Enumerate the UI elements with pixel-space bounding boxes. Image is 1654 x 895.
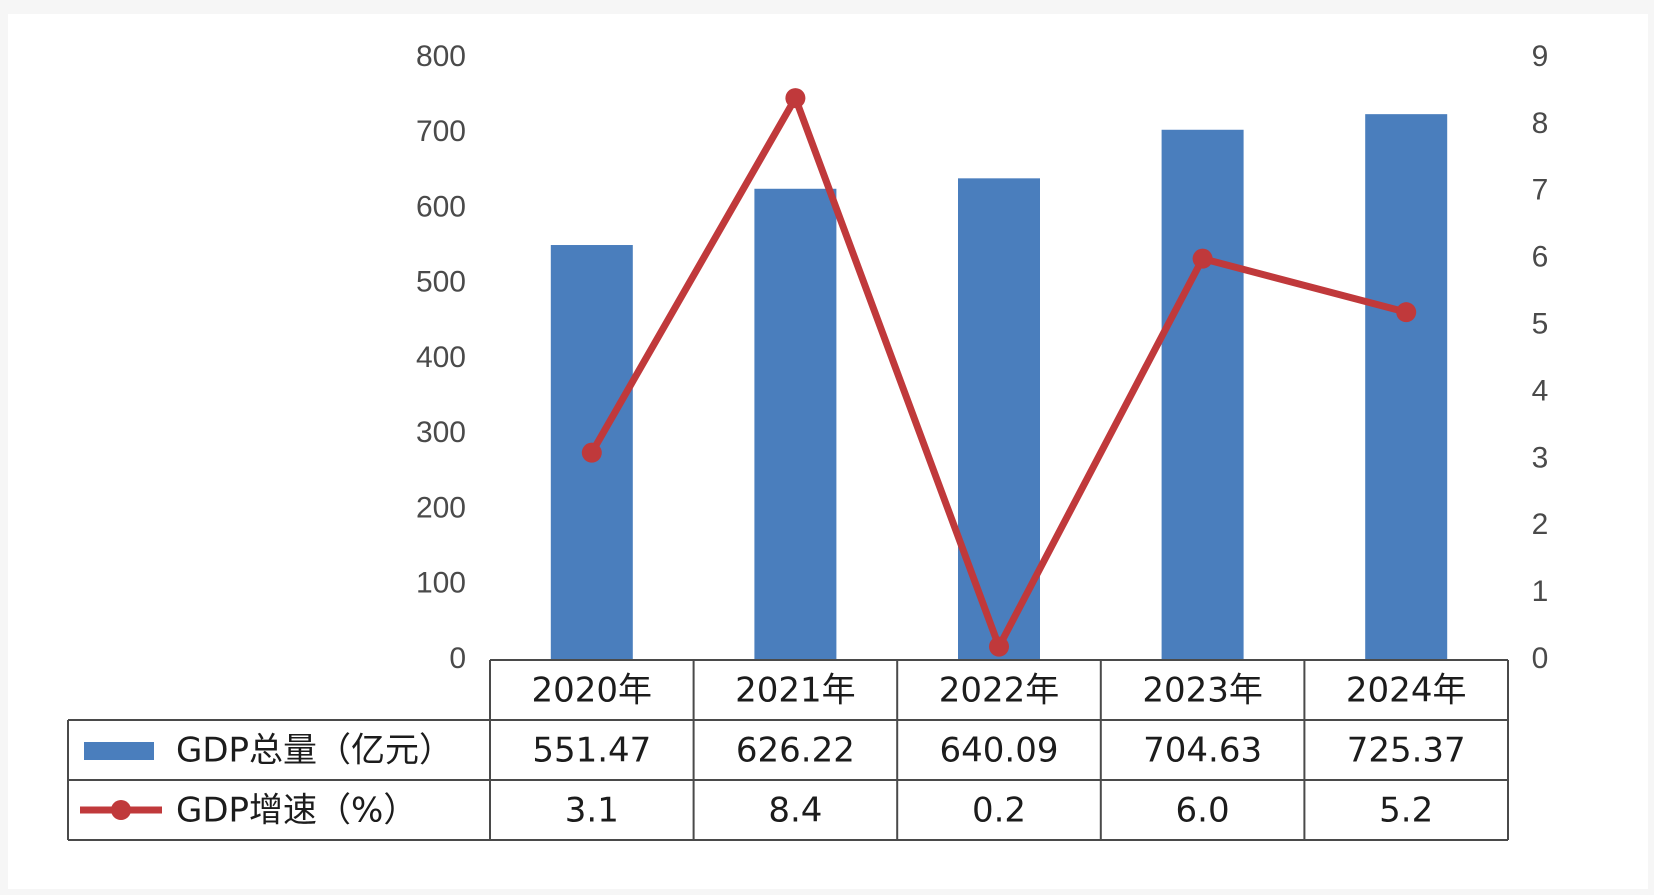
gdp-total-bars xyxy=(550,114,1448,661)
gdp-growth-value: 3.1 xyxy=(565,791,619,831)
bar xyxy=(754,188,837,660)
left-tick-label: 700 xyxy=(416,115,466,148)
right-tick-label: 3 xyxy=(1532,441,1549,474)
right-y-axis: 0 1 2 3 4 5 6 7 8 9 xyxy=(1532,40,1549,675)
bar-legend-swatch xyxy=(84,742,154,760)
gdp-growth-value: 8.4 xyxy=(768,791,822,831)
growth-point xyxy=(1396,302,1417,323)
gdp-total-value: 551.47 xyxy=(532,731,651,771)
gdp-growth-value: 0.2 xyxy=(972,791,1026,831)
left-tick-label: 100 xyxy=(416,567,466,600)
right-tick-label: 4 xyxy=(1532,374,1549,407)
left-tick-label: 800 xyxy=(416,40,466,73)
left-tick-label: 400 xyxy=(416,341,466,374)
right-tick-label: 1 xyxy=(1532,575,1549,608)
gdp-growth-value: 5.2 xyxy=(1379,791,1433,831)
gdp-growth-line xyxy=(581,88,1417,657)
growth-point xyxy=(581,442,602,463)
category-label: 2022年 xyxy=(939,671,1060,711)
left-tick-label: 300 xyxy=(416,416,466,449)
bar xyxy=(1161,129,1244,660)
right-tick-label: 8 xyxy=(1532,107,1549,140)
left-tick-label: 500 xyxy=(416,266,466,299)
line-legend-marker xyxy=(111,800,131,820)
category-label: 2021年 xyxy=(735,671,856,711)
gdp-total-value: 725.37 xyxy=(1347,731,1466,771)
bar xyxy=(1365,114,1448,661)
category-label: 2024年 xyxy=(1346,671,1467,711)
series-name-label: GDP总量（亿元） xyxy=(176,731,453,771)
series-name-label: GDP增速（%） xyxy=(176,791,417,831)
right-tick-label: 2 xyxy=(1532,508,1549,541)
gdp-total-value: 704.63 xyxy=(1143,731,1262,771)
gdp-growth-value: 6.0 xyxy=(1176,791,1230,831)
growth-point xyxy=(785,88,806,109)
right-tick-label: 5 xyxy=(1532,307,1549,340)
category-label: 2020年 xyxy=(532,671,653,711)
gdp-total-value: 640.09 xyxy=(940,731,1059,771)
left-tick-label: 600 xyxy=(416,190,466,223)
growth-point xyxy=(989,636,1009,657)
right-tick-label: 9 xyxy=(1532,40,1549,73)
growth-point xyxy=(1192,248,1213,269)
left-tick-label: 200 xyxy=(416,491,466,524)
left-tick-label: 0 xyxy=(449,642,466,675)
right-tick-label: 6 xyxy=(1532,241,1549,274)
right-tick-label: 0 xyxy=(1532,642,1549,675)
right-tick-label: 7 xyxy=(1532,174,1549,207)
data-table: 2020年 2021年 2022年 2023年 2024年 GDP总量（亿元） GDP增速（… xyxy=(67,659,1509,841)
left-y-axis: 0 100 200 300 400 500 600 700 800 xyxy=(416,40,466,675)
gdp-total-value: 626.22 xyxy=(736,731,855,771)
category-label: 2023年 xyxy=(1142,671,1263,711)
